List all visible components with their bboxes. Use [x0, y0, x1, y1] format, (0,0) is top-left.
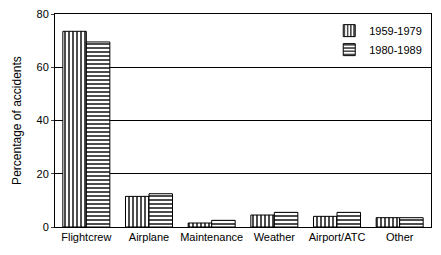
- svg-text:Flightcrew: Flightcrew: [61, 231, 111, 243]
- svg-text:1980-1989: 1980-1989: [369, 44, 422, 56]
- svg-text:Other: Other: [386, 231, 414, 243]
- svg-text:Percentage of accidents: Percentage of accidents: [10, 56, 24, 185]
- svg-text:Maintenance: Maintenance: [180, 231, 243, 243]
- svg-text:1959-1979: 1959-1979: [369, 25, 422, 37]
- svg-text:80: 80: [37, 8, 49, 20]
- svg-text:40: 40: [37, 114, 49, 126]
- svg-text:60: 60: [37, 61, 49, 73]
- svg-text:20: 20: [37, 168, 49, 180]
- svg-text:Airport/ATC: Airport/ATC: [309, 231, 366, 243]
- svg-text:Weather: Weather: [254, 231, 296, 243]
- svg-text:0: 0: [43, 221, 49, 233]
- svg-text:Airplane: Airplane: [129, 231, 169, 243]
